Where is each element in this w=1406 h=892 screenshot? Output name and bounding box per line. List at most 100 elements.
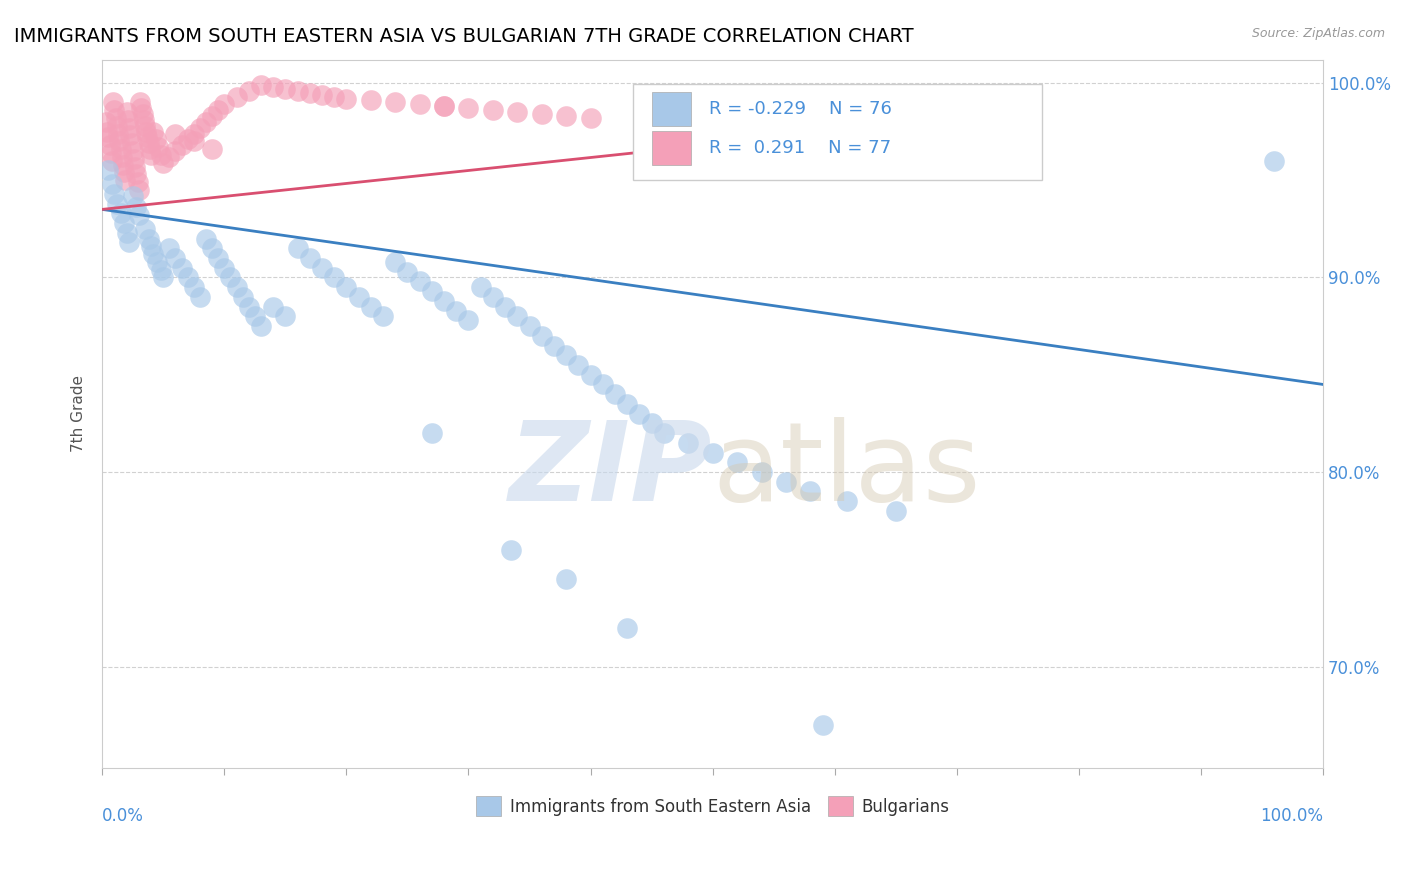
Point xyxy=(101,153,124,168)
Point xyxy=(298,86,321,100)
Point xyxy=(142,125,165,139)
Point xyxy=(592,377,614,392)
Point xyxy=(567,358,589,372)
Point xyxy=(250,78,273,92)
Point xyxy=(287,241,309,255)
Point xyxy=(139,239,162,253)
Point xyxy=(125,167,148,181)
Point xyxy=(274,82,297,96)
Point xyxy=(127,175,149,189)
Point xyxy=(274,310,297,324)
Point xyxy=(396,265,419,279)
Point xyxy=(183,127,205,141)
Point xyxy=(149,262,172,277)
Point xyxy=(176,132,198,146)
Point xyxy=(238,300,260,314)
Point xyxy=(494,300,516,314)
Point xyxy=(139,148,162,162)
Point xyxy=(214,97,236,112)
Point xyxy=(170,260,193,275)
Point xyxy=(121,188,143,202)
FancyBboxPatch shape xyxy=(633,85,1042,180)
Point xyxy=(446,303,468,318)
Point xyxy=(725,455,748,469)
Point xyxy=(104,111,127,125)
Point xyxy=(408,97,430,112)
Point xyxy=(100,145,122,160)
Point xyxy=(152,155,174,169)
Point xyxy=(616,621,638,635)
Point xyxy=(360,300,382,314)
Point xyxy=(124,160,146,174)
Point xyxy=(115,226,138,240)
Point xyxy=(135,125,157,139)
Point xyxy=(628,407,651,421)
Point xyxy=(775,475,797,489)
Text: Source: ZipAtlas.com: Source: ZipAtlas.com xyxy=(1251,27,1385,40)
Point xyxy=(555,348,578,362)
Point xyxy=(128,208,150,222)
Point xyxy=(232,290,254,304)
Point xyxy=(360,94,382,108)
Point xyxy=(433,99,456,113)
Point xyxy=(543,338,565,352)
Legend: Immigrants from South Eastern Asia, Bulgarians: Immigrants from South Eastern Asia, Bulg… xyxy=(470,789,956,823)
Point xyxy=(134,222,156,236)
Point xyxy=(118,120,141,135)
Point xyxy=(165,251,187,265)
Point xyxy=(384,255,406,269)
Y-axis label: 7th Grade: 7th Grade xyxy=(72,376,86,452)
Text: R =  0.291    N = 77: R = 0.291 N = 77 xyxy=(709,139,891,157)
Point xyxy=(250,319,273,334)
Point xyxy=(110,142,132,156)
Point xyxy=(616,397,638,411)
Point xyxy=(115,105,138,120)
Point xyxy=(149,148,172,162)
Point xyxy=(134,119,156,133)
Point xyxy=(195,115,218,129)
Point xyxy=(530,329,553,343)
Point xyxy=(323,89,346,103)
Point xyxy=(262,79,284,94)
Point xyxy=(207,103,229,118)
Point xyxy=(555,109,578,123)
Point xyxy=(506,105,529,120)
Point xyxy=(702,445,724,459)
Point xyxy=(799,484,821,499)
Point xyxy=(384,95,406,110)
Point xyxy=(142,247,165,261)
Point xyxy=(371,310,394,324)
Point xyxy=(470,280,492,294)
Point xyxy=(287,84,309,98)
Point xyxy=(165,144,187,158)
Point xyxy=(420,426,443,441)
Point xyxy=(238,84,260,98)
Point xyxy=(146,255,169,269)
Point xyxy=(120,128,142,143)
Point xyxy=(219,270,242,285)
Point xyxy=(132,112,155,127)
Point xyxy=(110,206,132,220)
Point xyxy=(262,300,284,314)
Point xyxy=(103,103,125,118)
Point xyxy=(105,119,128,133)
Point xyxy=(530,107,553,121)
Point xyxy=(1263,153,1285,168)
Point xyxy=(751,465,773,479)
Point xyxy=(420,284,443,298)
FancyBboxPatch shape xyxy=(651,131,690,165)
Point xyxy=(176,270,198,285)
Point xyxy=(225,280,247,294)
Point xyxy=(579,368,602,382)
Point xyxy=(298,251,321,265)
Point xyxy=(105,196,128,211)
Text: ZIP: ZIP xyxy=(509,417,713,524)
Point xyxy=(408,274,430,288)
Point xyxy=(195,231,218,245)
Point xyxy=(114,173,136,187)
Point xyxy=(157,241,180,255)
Text: 0.0%: 0.0% xyxy=(103,806,143,824)
Point xyxy=(117,112,139,127)
Point xyxy=(107,127,129,141)
Point xyxy=(125,201,148,215)
